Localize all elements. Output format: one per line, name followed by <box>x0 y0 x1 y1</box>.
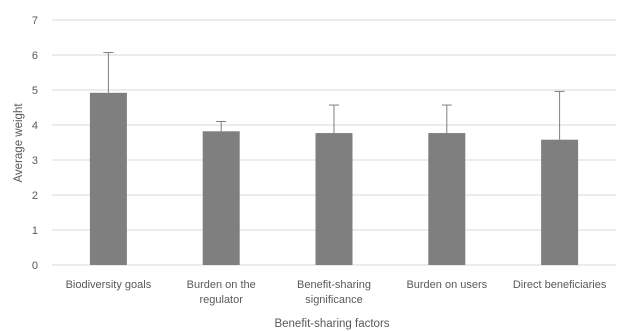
error-bar <box>441 104 452 134</box>
x-axis-title: Benefit-sharing factors <box>274 318 389 330</box>
bars <box>89 92 579 265</box>
bar <box>428 133 466 265</box>
bar <box>89 92 127 265</box>
bar <box>315 133 353 265</box>
x-axis-ticks: Biodiversity goals Burden on the regulator… <box>66 279 607 306</box>
y-tick-label: 5 <box>32 85 38 97</box>
error-bar <box>103 52 114 93</box>
bar <box>202 131 240 265</box>
x-tick-label: Benefit-sharing <box>297 279 371 291</box>
x-tick-label: regulator <box>199 294 243 306</box>
y-tick-label: 1 <box>32 225 38 237</box>
bar <box>541 139 579 265</box>
y-axis-ticks: 0 1 2 3 4 5 6 7 <box>32 15 38 272</box>
x-tick-label: Burden on the <box>187 279 256 291</box>
y-tick-label: 4 <box>32 120 38 132</box>
y-tick-label: 7 <box>32 15 38 27</box>
y-tick-label: 2 <box>32 190 38 202</box>
x-tick-label: Direct beneficiaries <box>513 279 607 291</box>
error-bar <box>554 90 565 140</box>
x-tick-label: Biodiversity goals <box>66 279 152 291</box>
x-tick-label: Burden on users <box>406 279 487 291</box>
y-axis-title: Average weight <box>13 103 25 183</box>
y-tick-label: 6 <box>32 50 38 62</box>
y-tick-label: 0 <box>32 260 38 272</box>
error-bars <box>103 52 565 140</box>
x-tick-label: significance <box>305 294 362 306</box>
error-bar <box>216 121 227 132</box>
y-tick-label: 3 <box>32 155 38 167</box>
error-bar <box>329 104 339 134</box>
